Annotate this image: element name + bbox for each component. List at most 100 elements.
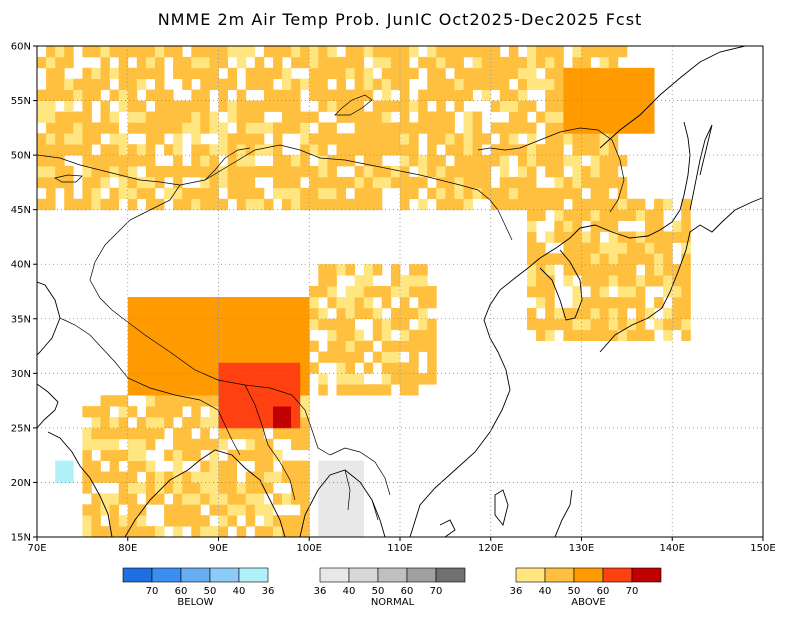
- prob-cell: [209, 406, 219, 418]
- prob-cell: [563, 122, 573, 134]
- prob-cell: [300, 460, 310, 472]
- prob-cell: [427, 46, 437, 58]
- prob-cell: [209, 56, 219, 69]
- prob-cell: [200, 515, 210, 527]
- prob-cell: [245, 417, 256, 429]
- prob-cell: [527, 220, 537, 232]
- prob-cell: [127, 122, 138, 134]
- prob-cell: [499, 78, 510, 90]
- prob-cell: [563, 242, 573, 254]
- legend-tick-normal: 60: [401, 586, 414, 597]
- prob-cell: [454, 166, 464, 178]
- prob-cell: [617, 111, 628, 123]
- prob-cell: [118, 406, 129, 418]
- prob-cell: [173, 56, 183, 69]
- prob-cell: [599, 122, 610, 134]
- prob-cell: [327, 471, 337, 483]
- prob-cell: [109, 144, 120, 156]
- prob-cell: [127, 318, 138, 331]
- prob-cell: [345, 504, 356, 516]
- legend-tick-normal: 70: [430, 586, 443, 597]
- prob-cell: [282, 373, 292, 385]
- prob-cell: [127, 482, 138, 494]
- prob-cell: [145, 417, 156, 429]
- prob-cell: [581, 144, 591, 156]
- prob-cell: [436, 187, 446, 200]
- prob-cell: [590, 307, 601, 320]
- prob-cell: [173, 133, 183, 145]
- prob-cell: [572, 297, 582, 309]
- prob-cell: [191, 362, 201, 374]
- prob-cell: [191, 46, 201, 58]
- prob-cell: [436, 155, 446, 167]
- prob-cell: [354, 166, 365, 178]
- prob-cell: [518, 111, 528, 123]
- prob-cell: [445, 89, 455, 101]
- prob-cell: [581, 329, 591, 341]
- prob-cell: [345, 471, 356, 483]
- prob-cell: [363, 46, 374, 58]
- prob-cell: [645, 89, 655, 101]
- prob-cell: [182, 449, 192, 461]
- prob-cell: [626, 89, 637, 101]
- prob-cell: [136, 384, 147, 396]
- prob-cell: [545, 264, 555, 276]
- prob-cell: [363, 78, 374, 90]
- prob-cell: [155, 493, 165, 505]
- prob-cell: [400, 56, 410, 69]
- prob-cell: [155, 427, 165, 440]
- prob-cell: [155, 100, 165, 112]
- prob-cell: [236, 493, 247, 505]
- prob-cell: [273, 493, 283, 505]
- prob-cell: [155, 417, 165, 429]
- prob-cell: [127, 176, 138, 189]
- prob-cell: [64, 78, 74, 90]
- prob-cell: [173, 307, 183, 320]
- prob-cell: [599, 318, 610, 331]
- prob-cell: [273, 155, 283, 167]
- prob-cell: [617, 46, 628, 58]
- prob-cell: [608, 253, 619, 265]
- lon-tick-label: 120E: [478, 543, 503, 554]
- prob-cell: [200, 307, 210, 320]
- prob-cell: [599, 286, 610, 298]
- prob-cell: [218, 427, 228, 440]
- prob-cell: [64, 166, 74, 178]
- prob-cell: [635, 111, 646, 123]
- prob-cell: [91, 176, 101, 189]
- prob-cell: [645, 264, 655, 276]
- prob-cell: [400, 67, 410, 80]
- prob-cell: [64, 89, 74, 101]
- prob-cell: [608, 231, 619, 243]
- prob-cell: [608, 67, 619, 80]
- prob-cell: [273, 449, 283, 461]
- prob-cell: [218, 504, 228, 516]
- prob-cell: [536, 242, 546, 254]
- prob-cell: [118, 395, 129, 407]
- prob-cell: [191, 329, 201, 341]
- prob-cell: [173, 67, 183, 80]
- prob-cell: [218, 297, 228, 309]
- prob-cell: [336, 111, 346, 123]
- prob-cell: [454, 155, 464, 167]
- prob-cell: [118, 427, 129, 440]
- prob-cell: [499, 155, 510, 167]
- prob-cell: [236, 351, 247, 363]
- prob-cell: [581, 56, 591, 69]
- prob-cell: [91, 133, 101, 145]
- prob-cell: [608, 122, 619, 134]
- prob-cell: [227, 515, 238, 527]
- prob-cell: [645, 231, 655, 243]
- prob-cell: [508, 144, 519, 156]
- prob-cell: [472, 155, 483, 167]
- prob-cell: [381, 133, 392, 145]
- prob-cell: [164, 307, 174, 320]
- prob-cell: [581, 297, 591, 309]
- prob-cell: [273, 406, 283, 418]
- prob-cell: [127, 67, 138, 80]
- prob-cell: [155, 67, 165, 80]
- prob-cell: [527, 56, 537, 69]
- prob-cell: [363, 176, 374, 189]
- prob-cell: [572, 220, 582, 232]
- prob-cell: [218, 351, 228, 363]
